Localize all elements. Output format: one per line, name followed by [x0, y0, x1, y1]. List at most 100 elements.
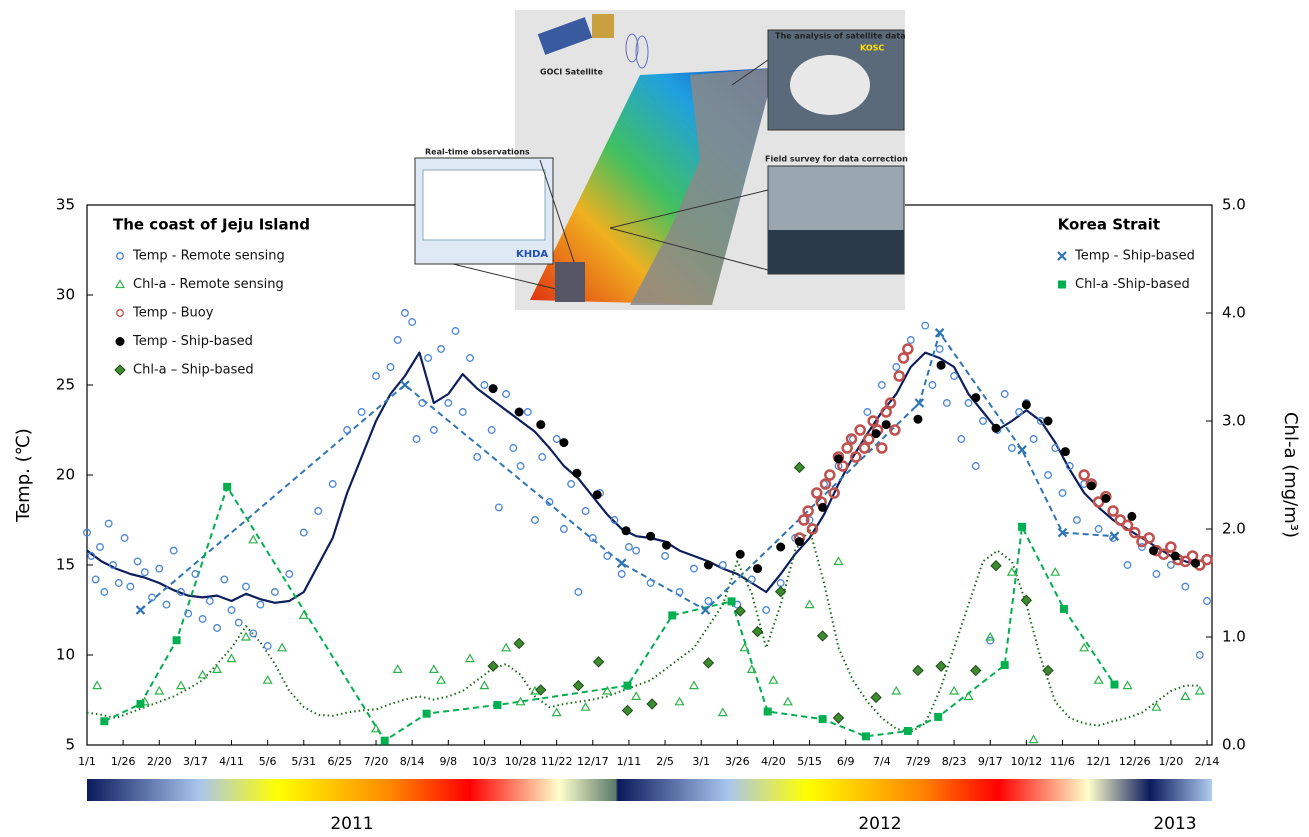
legend-label: Temp - Ship-based	[132, 334, 253, 349]
inset-label: The analysis of satellite data	[775, 32, 906, 41]
y2-tick-label: 0.0	[1222, 736, 1246, 754]
x-tick-label: 12/17	[577, 755, 609, 768]
marker	[951, 373, 958, 380]
marker	[445, 400, 452, 407]
marker	[514, 638, 524, 648]
marker	[1181, 692, 1189, 699]
marker	[115, 580, 122, 587]
x-tick-label: 1/1	[78, 755, 96, 768]
marker	[199, 616, 206, 623]
marker	[510, 445, 517, 452]
marker	[913, 415, 922, 424]
marker	[502, 644, 510, 651]
x-tick-label: 3/26	[725, 755, 750, 768]
marker	[929, 382, 936, 389]
marker	[97, 544, 104, 551]
marker	[1168, 562, 1175, 569]
marker	[1109, 507, 1118, 516]
y-tick-label: 10	[56, 646, 75, 664]
marker	[879, 382, 886, 389]
marker	[121, 535, 128, 542]
marker	[1111, 681, 1119, 689]
marker	[1018, 523, 1026, 531]
marker	[703, 658, 713, 668]
marker	[1166, 543, 1175, 552]
marker	[572, 469, 581, 478]
marker	[705, 598, 712, 605]
marker	[264, 676, 272, 683]
x-tick-label: 5/6	[259, 755, 277, 768]
marker	[1203, 555, 1212, 564]
y2-tick-label: 5.0	[1222, 196, 1246, 214]
screen	[423, 170, 545, 240]
marker	[904, 727, 912, 735]
marker	[980, 418, 987, 425]
marker	[481, 382, 488, 389]
marker	[776, 543, 785, 552]
marker	[736, 550, 745, 559]
marker	[1149, 546, 1158, 555]
marker	[561, 526, 568, 533]
x-tick-label: 5/31	[291, 755, 316, 768]
marker	[493, 701, 501, 709]
marker	[719, 709, 727, 716]
x-tick-label: 1/20	[1159, 755, 1184, 768]
marker	[834, 557, 842, 564]
marker	[623, 682, 631, 690]
marker	[593, 490, 602, 499]
marker	[136, 606, 144, 614]
marker	[207, 598, 214, 605]
marker	[1051, 568, 1059, 575]
marker	[958, 436, 965, 443]
marker	[228, 655, 236, 662]
x-tick-label: 11/22	[541, 755, 573, 768]
marker	[922, 322, 929, 329]
marker	[691, 565, 698, 572]
marker	[286, 571, 293, 578]
marker	[892, 687, 900, 694]
marker	[228, 607, 235, 614]
marker	[1060, 605, 1068, 613]
y-tick-label: 5	[65, 736, 75, 754]
legend-marker	[1058, 281, 1066, 289]
marker	[214, 625, 221, 632]
x-tick-label: 2/14	[1195, 755, 1220, 768]
marker	[1074, 517, 1081, 524]
marker	[1153, 571, 1160, 578]
marker	[965, 400, 972, 407]
y-axis-title: Temp. (℃)	[13, 428, 34, 523]
y-tick-label: 15	[56, 556, 75, 574]
inset-label: GOCI Satellite	[540, 68, 603, 77]
marker	[539, 454, 546, 461]
marker	[515, 408, 524, 417]
marker	[489, 384, 498, 393]
year-label: 2013	[1153, 814, 1196, 833]
marker	[402, 310, 409, 317]
marker	[235, 619, 242, 626]
marker	[864, 435, 873, 444]
marker	[622, 526, 631, 535]
marker	[1191, 559, 1200, 568]
y2-tick-label: 1.0	[1222, 628, 1246, 646]
marker	[1030, 736, 1038, 743]
marker	[1124, 562, 1131, 569]
marker	[818, 631, 828, 641]
marker	[753, 564, 762, 573]
marker	[1043, 665, 1053, 675]
marker	[763, 607, 770, 614]
legend-marker	[117, 310, 124, 317]
marker	[1059, 490, 1066, 497]
marker	[300, 529, 307, 536]
marker	[1080, 471, 1089, 480]
year-label: 2011	[330, 814, 373, 833]
marker	[199, 671, 207, 678]
marker	[806, 601, 814, 608]
marker	[936, 346, 943, 353]
marker	[676, 698, 684, 705]
marker	[134, 558, 141, 565]
marker	[503, 391, 510, 398]
marker	[394, 337, 401, 344]
marker	[668, 611, 676, 619]
marker	[950, 687, 958, 694]
marker	[764, 708, 772, 716]
